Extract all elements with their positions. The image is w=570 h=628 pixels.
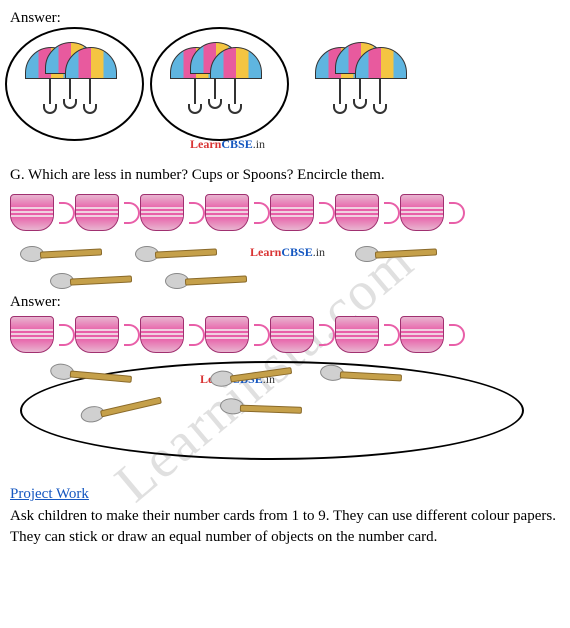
spoon-icon <box>219 395 305 420</box>
cup-icon <box>10 194 65 234</box>
umbrella-group-3 <box>300 32 440 132</box>
spoon-icon <box>49 360 136 390</box>
spoon-icon <box>165 271 250 289</box>
watermark-2: LearnCBSE.in <box>250 245 325 260</box>
answer-cups-row <box>10 316 560 356</box>
cup-icon <box>270 194 325 234</box>
cup-icon <box>270 316 325 356</box>
question-spoons-row-1: LearnCBSE.in <box>20 242 560 263</box>
question-g-text: G. Which are less in number? Cups or Spo… <box>10 167 560 184</box>
cup-icon <box>205 194 260 234</box>
umbrella-group-1 <box>10 32 150 132</box>
cup-icon <box>205 316 260 356</box>
cup-icon <box>335 316 390 356</box>
spoon-icon <box>209 362 295 387</box>
spoon-icon <box>50 271 135 289</box>
spoon-icon <box>319 362 405 389</box>
watermark-1: LearnCBSE.in <box>190 137 560 152</box>
cup-icon <box>140 316 195 356</box>
question-spoons-row-2 <box>50 271 560 289</box>
answer-spoons-encircled: LearnCBSE.in <box>10 361 530 461</box>
question-cups-row <box>10 194 560 234</box>
cup-icon <box>10 316 65 356</box>
cup-icon <box>140 194 195 234</box>
umbrellas-answer-row <box>10 32 560 132</box>
cup-icon <box>400 194 455 234</box>
answer-label-1: Answer: <box>10 10 560 27</box>
project-work-heading: Project Work <box>10 486 560 503</box>
spoon-icon <box>20 244 105 262</box>
umbrella-group-2 <box>155 32 295 132</box>
cup-icon <box>75 194 130 234</box>
spoon-icon <box>355 244 440 262</box>
spoon-icon <box>135 244 220 262</box>
cup-icon <box>335 194 390 234</box>
project-work-text: Ask children to make their number cards … <box>10 506 560 548</box>
cup-icon <box>75 316 130 356</box>
answer-label-2: Answer: <box>10 294 560 311</box>
cup-icon <box>400 316 455 356</box>
